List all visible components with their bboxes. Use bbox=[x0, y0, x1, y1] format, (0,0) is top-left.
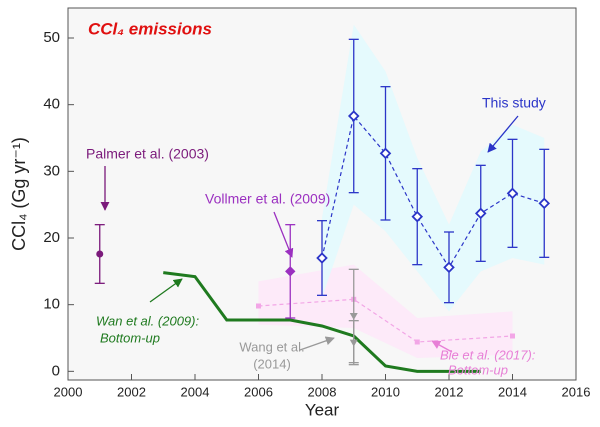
point bbox=[347, 110, 360, 122]
annotation-arrow bbox=[299, 336, 335, 351]
annotation-arrow bbox=[273, 211, 294, 258]
series-line bbox=[321, 114, 545, 269]
series-line bbox=[258, 298, 513, 343]
point bbox=[510, 333, 515, 339]
y-axis-label: CCl₄ (Gg yr⁻¹) bbox=[9, 137, 29, 251]
point bbox=[256, 303, 261, 309]
y-tick-label: 10 bbox=[43, 296, 60, 313]
point bbox=[474, 207, 487, 220]
series-label: Wan et al. (2009): bbox=[96, 313, 199, 328]
point bbox=[349, 313, 358, 320]
point bbox=[96, 250, 104, 258]
y-tick-label: 20 bbox=[43, 229, 60, 246]
series-label: (2014) bbox=[253, 356, 291, 371]
uncertainty-band bbox=[322, 24, 545, 312]
x-tick-label: 2012 bbox=[435, 384, 464, 399]
layer bbox=[67, 24, 577, 380]
series-label: Vollmer et al. (2009) bbox=[205, 191, 330, 207]
point bbox=[285, 266, 296, 277]
x-tick-label: 2010 bbox=[371, 384, 400, 399]
point bbox=[414, 339, 420, 345]
x-tick-label: 2006 bbox=[244, 384, 273, 399]
point bbox=[349, 339, 358, 347]
lines bbox=[163, 114, 545, 373]
annotation-arrow bbox=[487, 115, 519, 153]
x-tick-label: 2014 bbox=[498, 384, 527, 399]
series-label: Palmer et al. (2003) bbox=[86, 146, 209, 162]
y-tick-label: 40 bbox=[43, 96, 60, 113]
point bbox=[538, 197, 551, 210]
series-line bbox=[163, 271, 481, 373]
point bbox=[379, 147, 392, 160]
annotation-arrow bbox=[431, 340, 453, 353]
x-tick-label: 2000 bbox=[54, 384, 83, 399]
point bbox=[411, 210, 424, 223]
series-label: Wang et al. bbox=[239, 339, 304, 354]
y-tick-label: 0 bbox=[52, 362, 60, 379]
y-tick-label: 50 bbox=[43, 29, 60, 46]
point bbox=[506, 187, 519, 200]
marks bbox=[94, 38, 551, 366]
annotation-arrow bbox=[149, 278, 183, 303]
series-label: This study bbox=[482, 95, 546, 111]
series-label: Bottom-up bbox=[448, 362, 508, 377]
x-tick-label: 2008 bbox=[308, 384, 337, 399]
x-tick-label: 2016 bbox=[562, 384, 591, 399]
series-label: Bottom-up bbox=[100, 330, 160, 345]
series-label: Bie et al. (2017): bbox=[440, 347, 536, 362]
point bbox=[443, 261, 455, 274]
x-tick-label: 2004 bbox=[181, 384, 210, 399]
x-tick-label: 2002 bbox=[117, 384, 146, 399]
point bbox=[316, 252, 328, 264]
chart-title: CCl₄ emissions bbox=[88, 19, 212, 38]
y-tick-label: 30 bbox=[43, 162, 60, 179]
x-axis-label: Year bbox=[305, 400, 340, 419]
